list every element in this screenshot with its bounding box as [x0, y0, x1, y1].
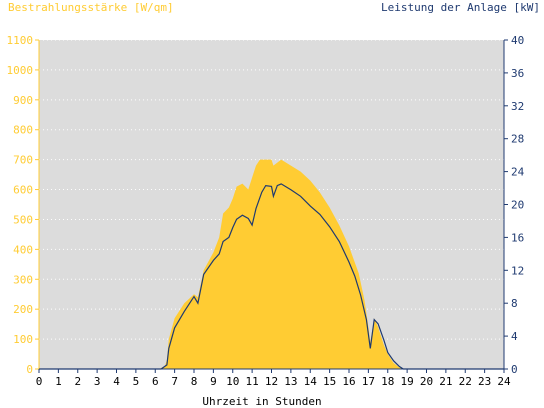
- left-axis-ticks: 0 100 200 300 400 500 600 700 800 900 1000 1100: [7, 34, 39, 376]
- x-tick-label-1: 1: [55, 375, 62, 388]
- x-tick-label-16: 16: [342, 375, 355, 388]
- left-tick-label-400: 400: [13, 243, 33, 256]
- irradiance-area: [39, 159, 504, 369]
- right-tick-label-32: 32: [511, 100, 524, 113]
- x-tick-label-5: 5: [133, 375, 140, 388]
- x-tick-label-24: 24: [497, 375, 511, 388]
- x-tick-label-2: 2: [74, 375, 81, 388]
- x-tick-label-3: 3: [94, 375, 101, 388]
- x-axis-ticks: 0 1 2 3 4 5 6 7 8 9 10 11 12 13 14 15 16 17 18 19 20 21 22 23 24: [36, 369, 511, 388]
- x-tick-label-14: 14: [304, 375, 318, 388]
- right-tick-label-0: 0: [511, 363, 518, 376]
- left-tick-label-600: 600: [13, 184, 33, 197]
- left-tick-label-500: 500: [13, 213, 33, 226]
- left-tick-label-100: 100: [13, 333, 33, 346]
- x-tick-label-20: 20: [420, 375, 433, 388]
- x-tick-label-22: 22: [459, 375, 472, 388]
- left-tick-label-1000: 1000: [7, 64, 34, 77]
- left-tick-label-1100: 1100: [7, 34, 34, 47]
- x-tick-label-7: 7: [171, 375, 178, 388]
- x-tick-label-10: 10: [226, 375, 239, 388]
- x-tick-label-0: 0: [36, 375, 43, 388]
- right-tick-label-40: 40: [511, 34, 524, 47]
- left-tick-label-800: 800: [13, 124, 33, 137]
- x-tick-label-15: 15: [323, 375, 336, 388]
- x-tick-label-6: 6: [152, 375, 159, 388]
- right-tick-label-16: 16: [511, 231, 524, 244]
- left-tick-label-900: 900: [13, 94, 33, 107]
- right-tick-label-28: 28: [511, 133, 524, 146]
- x-tick-label-12: 12: [265, 375, 278, 388]
- right-tick-label-8: 8: [511, 297, 518, 310]
- right-tick-label-12: 12: [511, 264, 524, 277]
- x-tick-label-11: 11: [246, 375, 259, 388]
- right-axis-title: Leistung der Anlage [kW]: [381, 1, 540, 14]
- x-tick-label-18: 18: [381, 375, 394, 388]
- x-tick-label-19: 19: [401, 375, 414, 388]
- x-axis-title: Uhrzeit in Stunden: [202, 395, 321, 408]
- right-tick-label-20: 20: [511, 199, 524, 212]
- x-tick-label-8: 8: [191, 375, 198, 388]
- left-axis-title: Bestrahlungsstärke [W/qm]: [8, 1, 174, 14]
- right-tick-label-36: 36: [511, 67, 524, 80]
- power-line: [39, 183, 504, 370]
- x-tick-label-21: 21: [439, 375, 452, 388]
- x-tick-label-13: 13: [284, 375, 297, 388]
- left-tick-label-700: 700: [13, 154, 33, 167]
- left-tick-label-300: 300: [13, 273, 33, 286]
- left-tick-label-0: 0: [26, 363, 33, 376]
- right-tick-label-4: 4: [511, 330, 518, 343]
- x-tick-label-4: 4: [113, 375, 120, 388]
- right-axis-ticks: 0 4 8 12 16 20 24 28 32 36 40: [504, 34, 525, 376]
- right-tick-label-24: 24: [511, 166, 525, 179]
- x-tick-label-9: 9: [210, 375, 217, 388]
- x-tick-label-23: 23: [478, 375, 491, 388]
- left-tick-label-200: 200: [13, 303, 33, 316]
- x-tick-label-17: 17: [362, 375, 375, 388]
